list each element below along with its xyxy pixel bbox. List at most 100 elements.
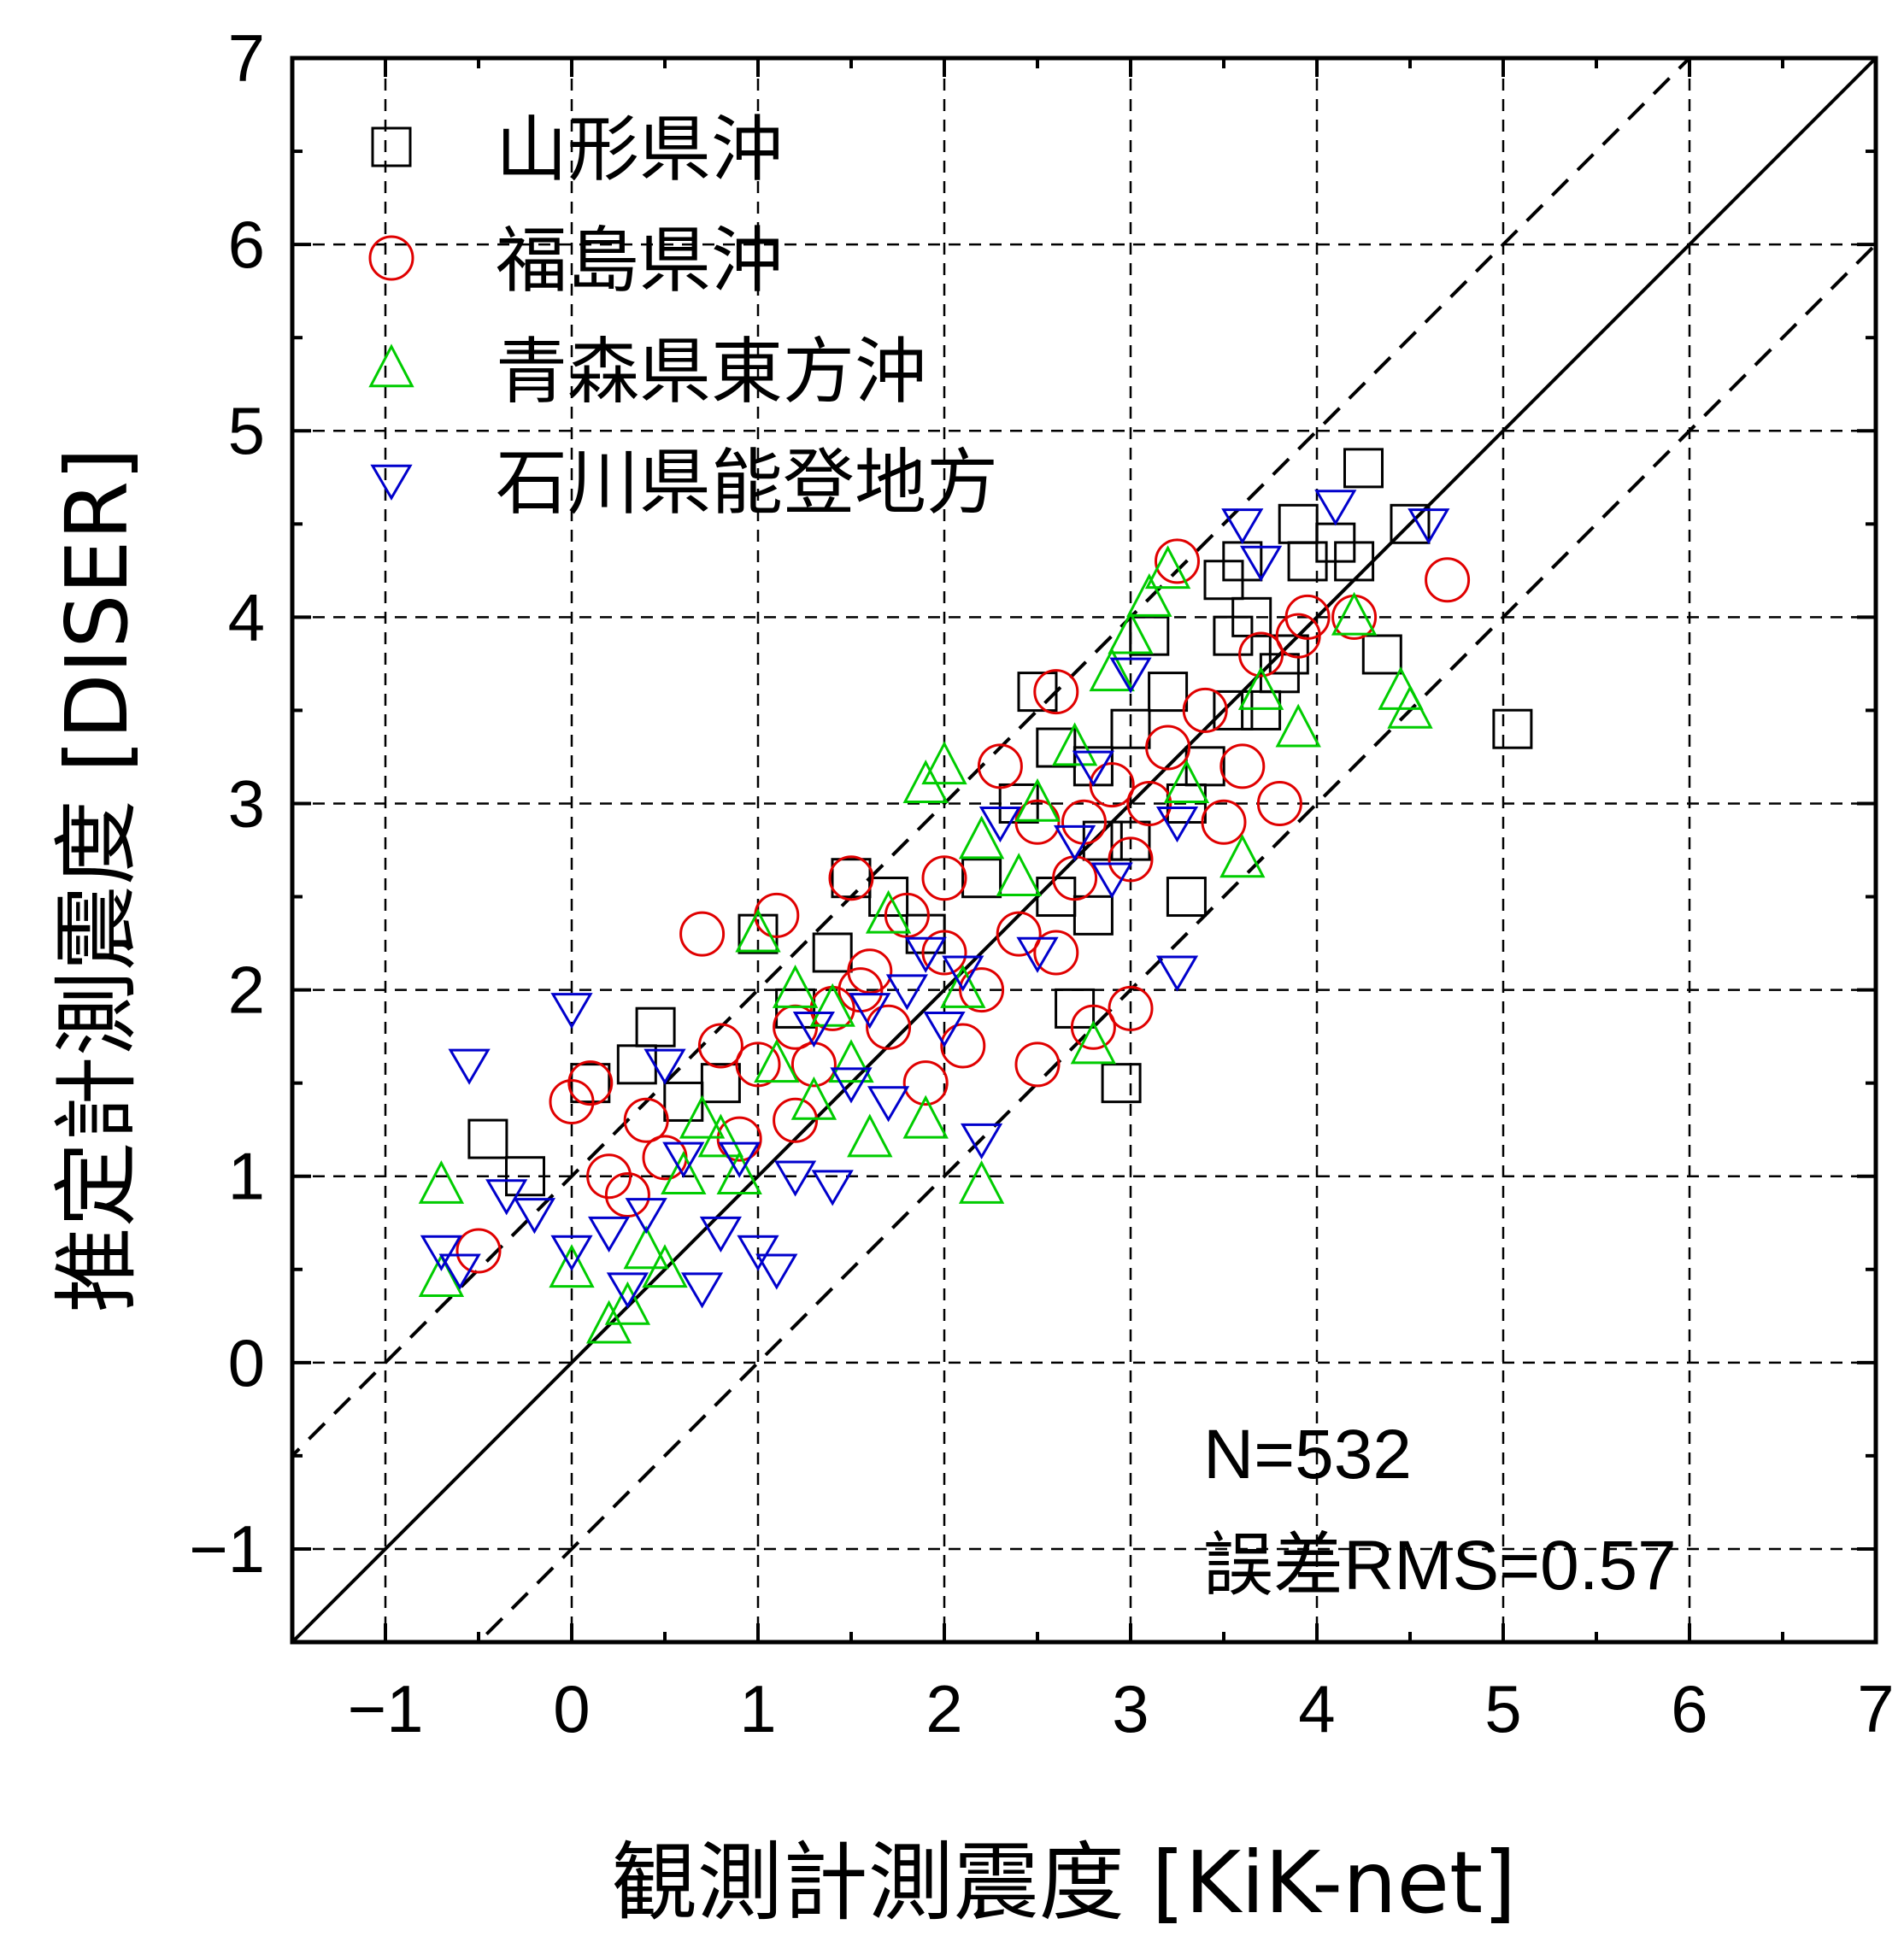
- x-tick-label: 5: [1484, 1671, 1521, 1746]
- data-point: [1108, 610, 1154, 654]
- data-point: [1155, 807, 1199, 843]
- data-point: [623, 1225, 669, 1270]
- data-point: [1278, 503, 1319, 544]
- y-tick-label: 2: [228, 953, 265, 1028]
- data-point: [716, 1116, 762, 1162]
- data-point: [773, 1160, 817, 1197]
- x-tick-label: 3: [1112, 1671, 1149, 1746]
- data-point: [902, 1060, 949, 1106]
- data-point: [1184, 746, 1225, 787]
- data-point: [1284, 594, 1331, 640]
- data-point: [1101, 1063, 1142, 1104]
- data-point: [1492, 708, 1533, 749]
- data-point: [1070, 1004, 1116, 1050]
- y-tick-label: 7: [228, 21, 265, 96]
- data-point: [1033, 669, 1079, 715]
- data-point: [1072, 750, 1115, 787]
- data-point: [1014, 799, 1061, 845]
- legend-marker: [371, 126, 412, 167]
- data-point: [1108, 836, 1154, 883]
- data-point: [1148, 672, 1189, 713]
- data-point: [623, 1097, 669, 1143]
- y-tick-label: −1: [189, 1511, 265, 1587]
- data-point: [1256, 780, 1302, 826]
- data-point: [438, 1253, 481, 1290]
- data-point: [550, 1235, 593, 1271]
- data-point: [849, 993, 891, 1030]
- data-point: [1334, 541, 1375, 582]
- data-point: [1203, 560, 1244, 601]
- legend-marker: [368, 343, 414, 388]
- x-tick-label: 7: [1857, 1671, 1894, 1746]
- data-point: [697, 1113, 744, 1158]
- data-point: [1089, 648, 1135, 692]
- data-point: [1219, 743, 1266, 789]
- data-point: [772, 964, 819, 1008]
- data-point: [1126, 572, 1172, 617]
- data-point: [420, 1235, 463, 1271]
- legend-label: 青森県東方沖: [496, 330, 926, 414]
- y-tick-label: 5: [228, 393, 265, 468]
- data-point: [847, 1113, 893, 1158]
- data-point: [513, 1198, 556, 1235]
- data-point: [961, 858, 1002, 899]
- data-point: [958, 815, 1005, 860]
- y-tick-label: 3: [228, 766, 265, 841]
- data-point: [978, 807, 1022, 843]
- x-axis-tick-labels: −1 0 1 2 3 4 5 6 7: [348, 1671, 1895, 1746]
- data-point: [679, 1094, 726, 1139]
- data-point: [958, 1159, 1005, 1204]
- data-point: [1055, 988, 1096, 1029]
- data-point: [586, 1153, 632, 1200]
- data-point: [1014, 777, 1061, 822]
- data-point: [738, 913, 779, 954]
- data-point: [959, 967, 1005, 1013]
- data-point: [604, 1172, 650, 1218]
- data-point: [1239, 545, 1283, 582]
- data-point: [697, 1023, 743, 1069]
- rms-error-annotation: 誤差RMS=0.57: [1203, 1527, 1677, 1605]
- y-axis-title: 推定計測震度 [DISER]: [47, 448, 147, 1312]
- data-point: [1108, 985, 1154, 1031]
- data-point: [418, 1253, 465, 1297]
- data-point: [1090, 862, 1133, 899]
- data-point: [1144, 545, 1191, 590]
- data-point: [866, 1004, 912, 1050]
- data-point: [996, 853, 1042, 897]
- sample-count-annotation: N=532: [1203, 1416, 1412, 1493]
- data-point: [1390, 503, 1431, 544]
- data-point: [1072, 895, 1114, 936]
- data-point: [940, 1023, 986, 1069]
- data-point: [904, 936, 947, 973]
- data-point: [700, 1063, 741, 1104]
- data-point: [905, 913, 946, 954]
- legend-marker: [370, 464, 413, 501]
- y-tick-label: 4: [228, 579, 265, 654]
- data-point: [567, 1060, 614, 1106]
- data-point: [642, 1244, 688, 1288]
- data-point: [1182, 687, 1228, 733]
- y-tick-label: 6: [228, 207, 265, 282]
- legend-label: 福島県沖: [496, 219, 783, 302]
- data-point: [1089, 762, 1135, 808]
- data-point: [737, 1235, 779, 1271]
- data-point: [1051, 722, 1098, 766]
- data-point: [867, 1086, 910, 1123]
- data-point: [773, 1097, 819, 1143]
- data-point: [809, 985, 855, 1031]
- data-point: [960, 1123, 1003, 1159]
- data-point: [998, 783, 1039, 824]
- axis-ticks: [291, 56, 1878, 1644]
- x-tick-label: 0: [553, 1671, 590, 1746]
- data-point: [699, 1216, 743, 1253]
- data-point: [809, 983, 855, 1027]
- data-point: [1387, 684, 1433, 729]
- data-point: [811, 1170, 854, 1206]
- data-point: [940, 964, 986, 1008]
- data-point: [606, 1272, 649, 1309]
- data-point: [828, 855, 874, 901]
- data-point: [467, 1118, 508, 1159]
- data-point: [662, 1141, 705, 1178]
